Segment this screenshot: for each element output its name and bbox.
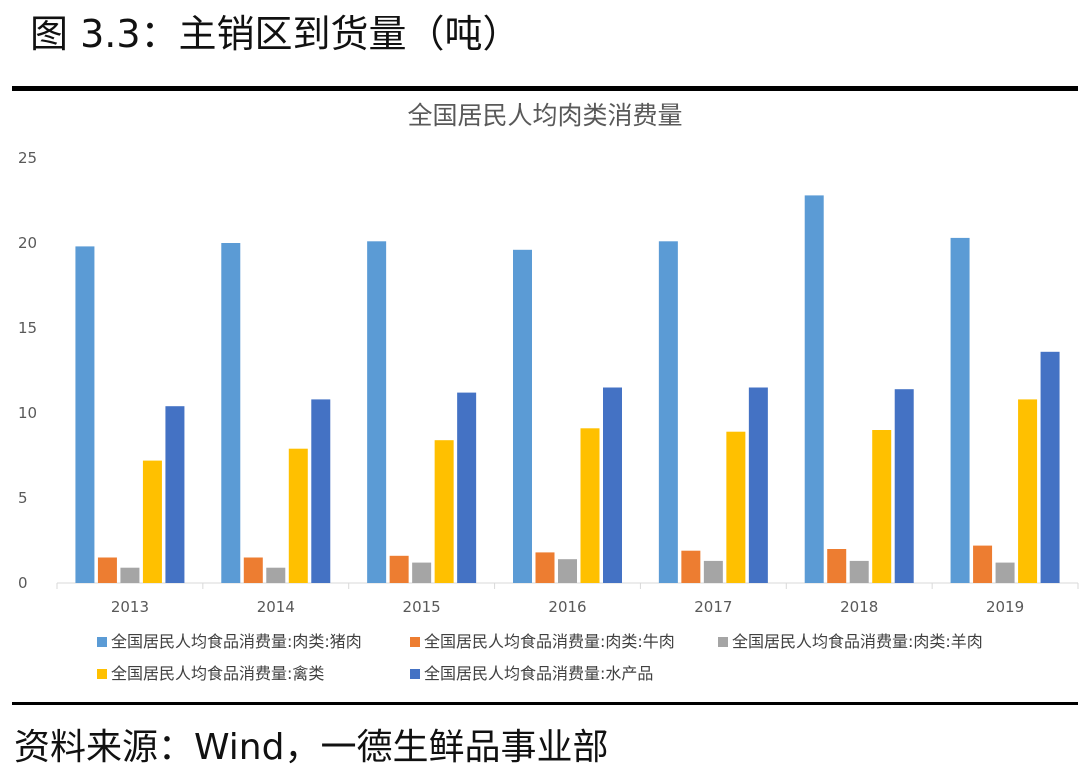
y-tick-label: 5	[18, 489, 28, 507]
x-tick-label: 2015	[403, 598, 441, 616]
bar	[1040, 351, 1060, 583]
bar	[827, 549, 847, 583]
chart-bars	[75, 195, 1060, 584]
bar	[973, 545, 993, 583]
bar	[221, 243, 241, 583]
bar	[535, 552, 555, 583]
y-tick-label: 10	[18, 404, 37, 422]
figure-title: 图 3.3：主销区到货量（吨）	[30, 12, 521, 56]
bar	[75, 246, 95, 583]
bottom-rule	[12, 702, 1078, 705]
bar	[558, 559, 577, 583]
legend-swatch	[97, 669, 107, 679]
bar	[804, 195, 824, 583]
bar	[950, 237, 970, 583]
bar	[266, 567, 286, 583]
x-tick-label: 2018	[840, 598, 878, 616]
bar	[726, 431, 746, 583]
x-tick-label: 2019	[986, 598, 1024, 616]
legend-label: 全国居民人均食品消费量:禽类	[111, 664, 324, 683]
x-tick-label: 2016	[548, 598, 586, 616]
bar	[457, 392, 477, 583]
bar	[97, 557, 117, 583]
bar	[995, 562, 1015, 583]
chart: 全国居民人均肉类消费量 0 5 10 15 20 25 2013 2014 2015 2016 20…	[18, 101, 1079, 683]
chart-axes: 0 5 10 15 20 25 2013 2014 2015 2016 2017 2018 2019	[18, 149, 1079, 616]
y-tick-label: 20	[18, 234, 37, 252]
legend-swatch	[718, 637, 728, 647]
bar	[872, 430, 892, 583]
bar	[580, 428, 600, 583]
legend-label: 全国居民人均食品消费量:肉类:牛肉	[424, 632, 675, 651]
legend-swatch	[410, 669, 420, 679]
legend-label: 全国居民人均食品消费量:水产品	[424, 664, 653, 683]
bar	[748, 387, 768, 583]
top-rule	[12, 86, 1078, 91]
bar	[142, 460, 162, 583]
bar	[389, 555, 409, 583]
legend-swatch	[410, 637, 420, 647]
bar	[681, 550, 701, 583]
bar	[1018, 399, 1038, 583]
chart-title: 全国居民人均肉类消费量	[407, 101, 682, 130]
bar	[288, 448, 308, 583]
bar	[367, 241, 387, 584]
legend-swatch	[97, 637, 107, 647]
bar	[894, 389, 914, 583]
bar	[603, 387, 622, 583]
legend-label: 全国居民人均食品消费量:肉类:羊肉	[732, 632, 983, 651]
bar	[412, 562, 432, 583]
bar	[120, 567, 140, 583]
bar	[849, 560, 869, 583]
bar	[243, 557, 263, 583]
x-tick-label: 2017	[694, 598, 732, 616]
x-tick-label: 2014	[257, 598, 295, 616]
source-note: 资料来源：Wind，一德生鲜品事业部	[14, 727, 609, 768]
y-tick-label: 0	[18, 574, 28, 592]
y-tick-label: 15	[18, 319, 37, 337]
bar	[165, 406, 185, 583]
x-tick-label: 2013	[111, 598, 149, 616]
bar	[703, 560, 723, 583]
legend-label: 全国居民人均食品消费量:肉类:猪肉	[111, 632, 362, 651]
bar	[658, 241, 678, 584]
y-tick-label: 25	[18, 149, 37, 167]
bar	[434, 440, 454, 583]
bar	[311, 399, 331, 583]
chart-legend: 全国居民人均食品消费量:肉类:猪肉 全国居民人均食品消费量:肉类:牛肉 全国居民人均…	[97, 632, 983, 683]
bar	[513, 249, 532, 584]
